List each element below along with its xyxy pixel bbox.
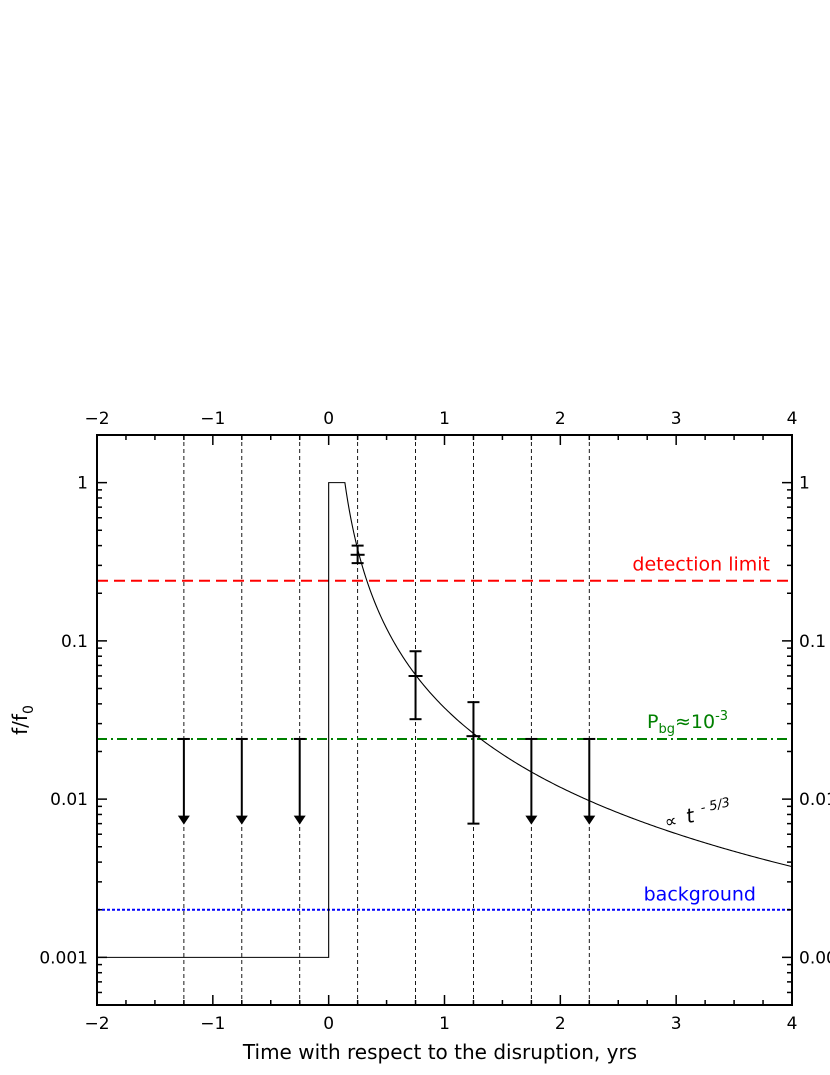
y-tick-label: 0.01 <box>50 790 88 810</box>
y-axis-label-main: f/f <box>8 713 32 735</box>
y-axis-label-sub: 0 <box>21 705 37 714</box>
x-tick-label-top: 4 <box>787 409 798 429</box>
vertical-dashed-lines <box>183 435 590 1005</box>
upper-limit-arrow <box>235 815 248 825</box>
x-tick-label: 0 <box>323 1014 334 1034</box>
y-tick-label-right: 0.00 <box>799 948 830 968</box>
pbg-label-p: P <box>647 711 658 733</box>
background-label: background <box>644 884 756 906</box>
upper-limit <box>177 737 190 825</box>
x-tick-label-top: 3 <box>671 409 682 429</box>
x-tick-label-top: −1 <box>200 409 225 429</box>
axis-ticks <box>96 434 793 1006</box>
x-tick-label: 2 <box>555 1014 566 1034</box>
y-tick-label-right: 0.1 <box>799 632 826 652</box>
x-axis-label: Time with respect to the disruption, yrs <box>242 1040 637 1064</box>
detection-limit-label: detection limit <box>632 554 770 576</box>
upper-limit <box>235 737 248 825</box>
y-tick-label: 0.1 <box>61 632 88 652</box>
x-tick-label: 3 <box>671 1014 682 1034</box>
x-tick-label: −1 <box>200 1014 225 1034</box>
x-tick-label-top: −2 <box>84 409 109 429</box>
x-tick-label-top: 0 <box>323 409 334 429</box>
tick-labels: −2 −2 −1 −1 0 0 1 1 2 2 3 3 4 4 0.001 0.00 0.01 0.01 0.1 0.… <box>39 409 830 1034</box>
y-tick-label: 0.001 <box>39 948 88 968</box>
upper-limit <box>293 737 306 825</box>
x-tick-label: −2 <box>84 1014 109 1034</box>
annotation-prefix: ∝ <box>663 811 679 833</box>
upper-limit <box>525 737 538 825</box>
x-tick-label-top: 1 <box>439 409 450 429</box>
data-points <box>177 544 596 825</box>
detection-point <box>408 650 423 721</box>
pbg-label-sub: bg <box>658 722 675 737</box>
x-tick-label-top: 2 <box>555 409 566 429</box>
y-tick-label: 1 <box>77 474 88 494</box>
upper-limit-arrow <box>293 815 306 825</box>
annotation-exponent: - 5/3 <box>699 795 731 816</box>
detection-point <box>466 701 481 825</box>
horizontal-reference-lines <box>97 579 792 911</box>
upper-limit <box>583 737 596 825</box>
pbg-label: Pbg≈10-3 <box>647 709 728 737</box>
y-tick-label-right: 1 <box>799 474 810 494</box>
power-law-annotation: ∝ t - 5/3 <box>662 795 733 833</box>
y-tick-label-right: 0.01 <box>799 790 830 810</box>
upper-limit-arrow <box>525 815 538 825</box>
upper-limit-arrow <box>583 815 596 825</box>
pbg-label-sup: -3 <box>715 709 728 724</box>
upper-limit-arrow <box>177 815 190 825</box>
annotation-t: t <box>684 803 698 828</box>
y-axis-label: f/f0 <box>8 705 37 735</box>
x-tick-label: 1 <box>439 1014 450 1034</box>
line-labels: detection limit background Pbg≈10-3 <box>632 554 770 906</box>
x-tick-label: 4 <box>787 1014 798 1034</box>
detection-point <box>350 544 365 565</box>
pbg-label-mid: ≈10 <box>675 711 715 733</box>
